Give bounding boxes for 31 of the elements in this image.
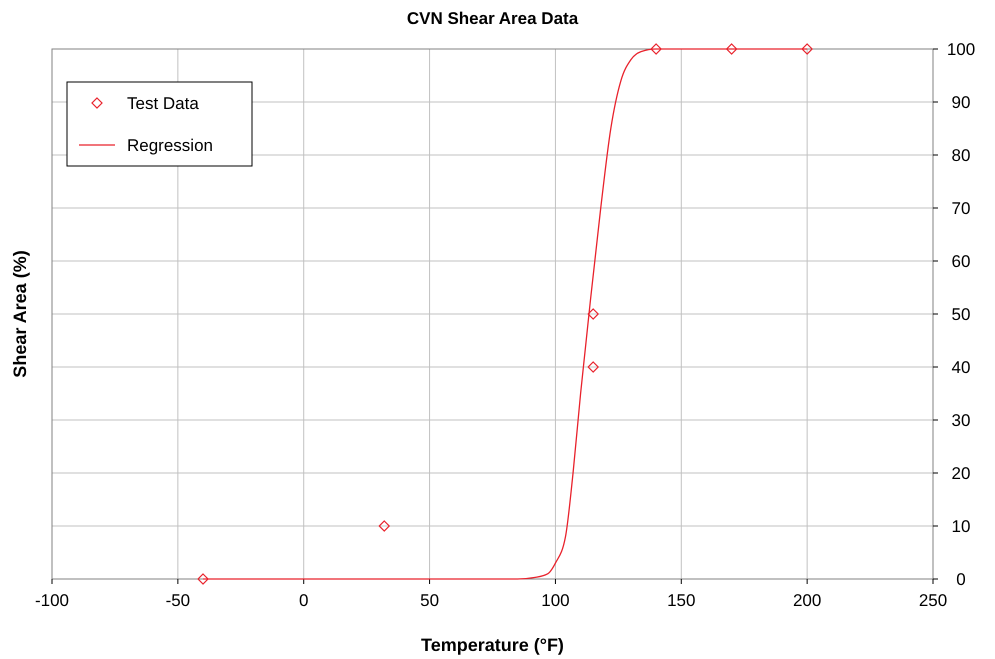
point [726,43,738,55]
point [197,573,209,585]
y-axis-title: Shear Area (%) [10,250,30,378]
y-tick-label: 30 [952,411,970,430]
y-tick-label: 60 [952,252,970,271]
x-tick-label: 250 [918,591,948,610]
y-tick-label: 90 [952,93,970,112]
y-tick-label: 20 [952,464,970,483]
y-tick-label: 0 [956,570,966,589]
x-tick-label: 0 [298,591,308,610]
point [588,361,599,373]
x-axis-title: Temperature (°F) [421,635,564,655]
point [378,520,390,532]
point [650,43,662,55]
x-tick-label: 50 [420,591,440,610]
x-tick-label: 150 [667,591,696,610]
x-tick-label: 200 [792,591,822,610]
point [802,43,813,55]
y-tick-label: 100 [946,40,976,59]
y-tick-label: 50 [952,305,970,324]
point [588,308,599,320]
y-tick-label: 10 [952,517,970,536]
x-tick-label: -100 [34,591,70,610]
x-tick-label: -50 [166,591,190,610]
y-tick-label: 80 [952,146,970,165]
legend-label: Test Data [127,94,200,113]
y-tick-label: 70 [952,199,970,218]
y-tick-label: 40 [952,358,970,377]
chart-title: CVN Shear Area Data [406,9,579,28]
x-tick-label: 100 [541,591,570,610]
legend-label: Regression [127,136,213,155]
